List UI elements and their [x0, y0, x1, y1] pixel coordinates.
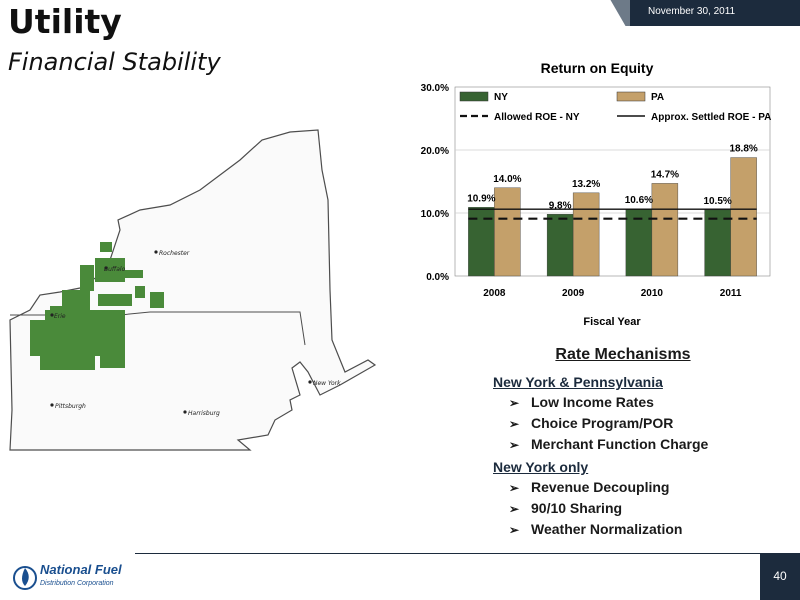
legend-label: NY	[494, 92, 508, 103]
y-tick-label: 30.0%	[421, 83, 449, 94]
roe-chart: Return on Equity 0.0% 10.0% 20.0% 30.0% 10.…	[421, 60, 772, 328]
bar-value-label: 10.9%	[467, 193, 495, 204]
page-subtitle: Financial Stability	[8, 48, 221, 76]
bar-pa-2011	[730, 157, 757, 277]
city-label-rochester: Rochester	[159, 250, 190, 257]
list-item: ➢ Low Income Rates	[493, 392, 793, 413]
city-markers	[50, 250, 312, 414]
bar-value-label: 18.8%	[729, 144, 757, 155]
city-label-harrisburg: Harrisburg	[188, 410, 220, 417]
service-area-map: Rochester Buffalo Erie Pittsburgh Harris…	[9, 129, 377, 451]
legend-swatch	[616, 91, 646, 102]
x-tick-label: 2008	[483, 288, 506, 299]
chart-legend: NY PA Allowed ROE - NY Approx. Settled ROE …	[459, 91, 771, 123]
bar-pa-2008	[494, 187, 521, 277]
y-tick-label: 20.0%	[421, 146, 449, 157]
bar-value-label: 10.6%	[625, 195, 653, 206]
city-label-pittsburgh: Pittsburgh	[55, 403, 86, 410]
group-heading-ny-pa: New York & Pennsylvania	[493, 374, 663, 390]
arrow-bullet-icon: ➢	[509, 523, 520, 537]
rate-mechanisms: Rate Mechanisms New York & Pennsylvania …	[493, 346, 793, 544]
x-tick-label: 2009	[562, 288, 585, 299]
date-banner	[630, 0, 800, 26]
legend-label: Approx. Settled ROE - PA	[651, 112, 771, 123]
bar-ny-2009	[546, 214, 574, 277]
flame-icon	[13, 566, 37, 590]
arrow-bullet-icon: ➢	[509, 438, 520, 452]
city-label-buffalo: Buffalo	[104, 266, 126, 273]
service-area	[30, 242, 164, 370]
legend-label: PA	[651, 92, 664, 103]
logo-name: National Fuel	[40, 562, 122, 577]
city-label-erie: Erie	[54, 313, 66, 320]
arrow-bullet-icon: ➢	[509, 417, 520, 431]
rate-mechanisms-title: Rate Mechanisms	[555, 346, 691, 363]
chart-title: Return on Equity	[541, 60, 654, 76]
bar-value-label: 14.0%	[493, 174, 521, 185]
bar-value-label: 9.8%	[549, 200, 572, 211]
bar-value-label: 13.2%	[572, 179, 600, 190]
legend-label: Allowed ROE - NY	[494, 112, 580, 123]
y-axis-ticks: 0.0% 10.0% 20.0% 30.0%	[421, 83, 449, 283]
state-outline	[9, 129, 377, 451]
y-tick-label: 0.0%	[426, 272, 449, 283]
list-item: ➢ Weather Normalization	[493, 519, 793, 540]
bar-group	[468, 157, 757, 277]
mechanism-list-ny-only: ➢ Revenue Decoupling ➢ 90/10 Sharing ➢ Weat…	[493, 477, 793, 540]
list-item: ➢ Merchant Function Charge	[493, 434, 793, 455]
bar-labels: 10.9% 14.0% 9.8%13.2% 10.6% 14.7% 10.5% 18.8%	[467, 144, 758, 212]
x-tick-label: 2010	[641, 288, 664, 299]
list-item: ➢ Choice Program/POR	[493, 413, 793, 434]
bar-ny-2010	[625, 209, 653, 277]
reference-lines	[468, 208, 757, 220]
bar-value-label: 14.7%	[651, 169, 679, 180]
bar-pa-2009	[572, 192, 600, 277]
page-number: 40	[760, 553, 800, 600]
date-label: November 30, 2011	[648, 6, 736, 17]
arrow-bullet-icon: ➢	[509, 502, 520, 516]
page-title: Utility	[8, 2, 122, 41]
logo-subtitle: Distribution Corporation	[40, 580, 114, 587]
bar-pa-2010	[651, 183, 679, 277]
list-item: ➢ 90/10 Sharing	[493, 498, 793, 519]
arrow-bullet-icon: ➢	[509, 481, 520, 495]
x-axis-ticks: 2008 2009 2010 2011	[483, 288, 742, 299]
mechanism-list-ny-pa: ➢ Low Income Rates ➢ Choice Program/POR ➢ M…	[493, 392, 793, 455]
list-item: ➢ Revenue Decoupling	[493, 477, 793, 498]
bar-ny-2011	[704, 209, 731, 277]
footer-rule	[135, 553, 760, 554]
legend-swatch	[459, 91, 489, 102]
y-tick-label: 10.0%	[421, 209, 449, 220]
group-heading-ny-only: New York only	[493, 459, 589, 475]
city-label-new-york: New York	[313, 380, 341, 387]
bar-value-label: 10.5%	[703, 196, 731, 207]
x-tick-label: 2011	[720, 288, 742, 299]
company-logo: National Fuel Distribution Corporation	[8, 560, 128, 594]
arrow-bullet-icon: ➢	[509, 396, 520, 410]
x-axis-title: Fiscal Year	[583, 316, 641, 328]
